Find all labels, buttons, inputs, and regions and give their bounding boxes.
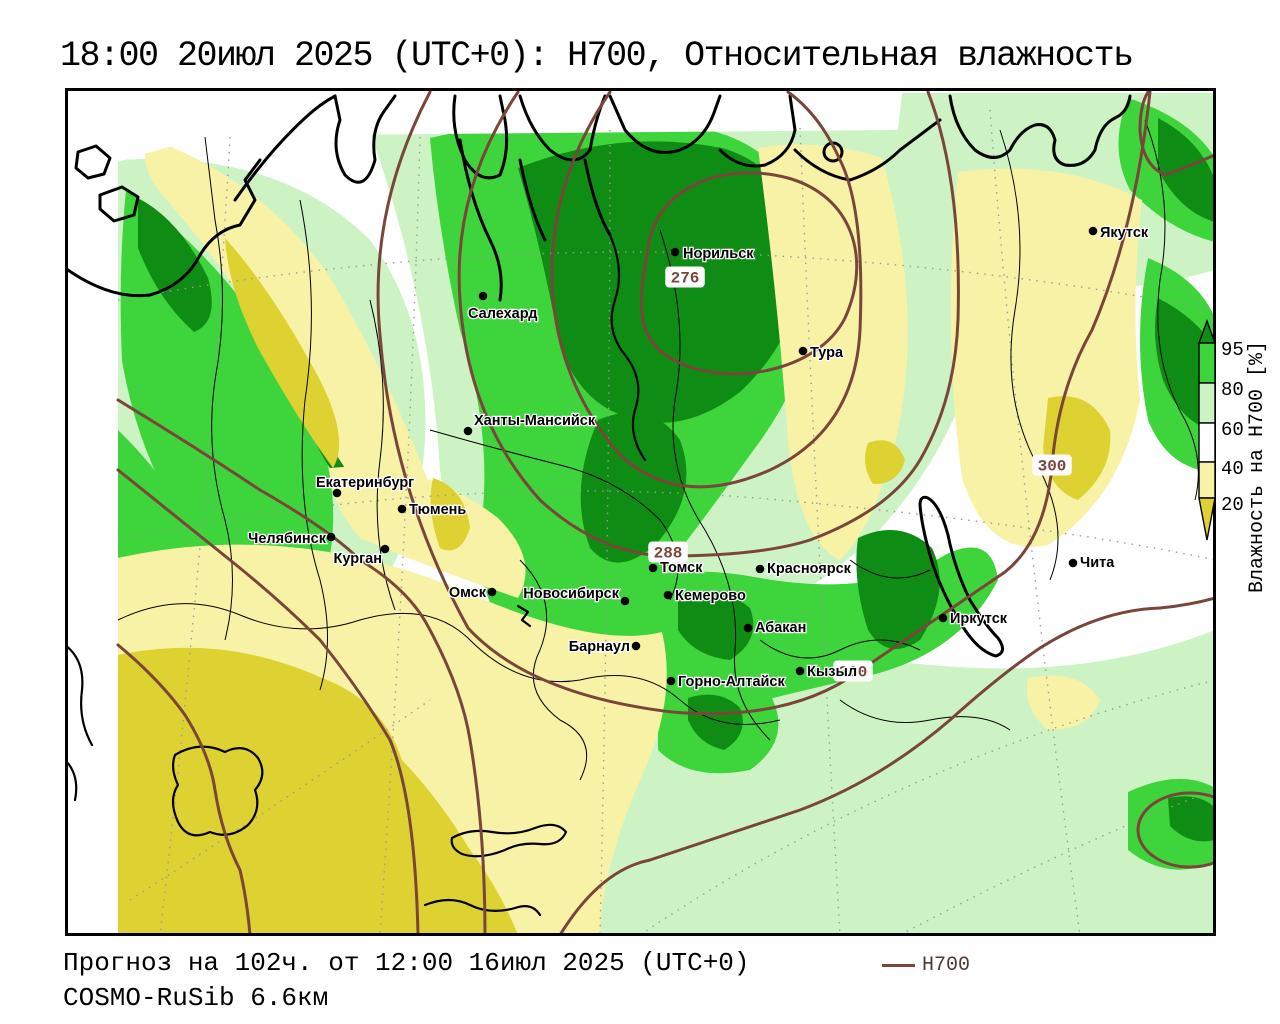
- colorbar-tick: 80: [1221, 379, 1244, 401]
- city-label: Салехард: [468, 306, 537, 322]
- forecast-info: Прогноз на 102ч. от 12:00 16июл 2025 (UT…: [63, 948, 750, 978]
- city-label: Омск: [449, 585, 487, 601]
- city-marker: [487, 587, 497, 597]
- city-marker: [397, 504, 407, 514]
- city-label: Кызыл: [807, 664, 857, 680]
- colorbar: 95 80 60 40 20 Влажность на H700 [%]: [1198, 318, 1269, 593]
- city-marker: [670, 247, 680, 257]
- city-marker: [795, 666, 805, 676]
- city-marker: [1068, 558, 1078, 568]
- contour-label-box: [1032, 454, 1072, 476]
- city-marker: [380, 544, 390, 554]
- city-label: Якутск: [1100, 225, 1149, 241]
- city-label: Ханты-Мансийск: [474, 413, 596, 429]
- city-marker: [798, 346, 808, 356]
- city-label: Челябинск: [248, 531, 327, 547]
- h700-legend-label: H700: [922, 954, 971, 977]
- city-label: Иркутск: [950, 611, 1008, 627]
- city-marker: [332, 488, 342, 498]
- colorbar-segment: [1198, 461, 1216, 499]
- cities-layer: Норильск Салехард Тура Якутск Ханты-Мансийск…: [247, 224, 1150, 692]
- city-marker: [663, 590, 673, 600]
- legend: H700: [882, 954, 970, 977]
- city-label: Красноярск: [767, 561, 852, 577]
- page-title: 18:00 20июл 2025 (UTC+0): H700, Относите…: [60, 36, 1134, 76]
- colorbar-ticks: 95 80 60 40 20: [1221, 339, 1244, 516]
- h700-legend-line: [882, 964, 915, 967]
- city-label: Томск: [660, 560, 703, 576]
- city-marker: [1088, 226, 1098, 236]
- contour-labels-layer: 276 288 300 300: [648, 266, 1072, 682]
- map-border: [65, 88, 1216, 936]
- city-label: Екатеринбург: [316, 475, 414, 491]
- humidity-field: [118, 93, 1214, 934]
- contour-label-box: [648, 541, 688, 563]
- graticule-layer: [117, 109, 1214, 934]
- city-label: Норильск: [683, 246, 754, 262]
- region-borders: [117, 119, 1199, 781]
- contour-label-box: [665, 266, 705, 288]
- colorbar-min-arrow: [1198, 497, 1216, 541]
- model-info: COSMO-RuSib 6.6км: [63, 983, 329, 1013]
- city-marker: [326, 532, 336, 542]
- city-marker: [631, 641, 641, 651]
- city-label: Кемерово: [675, 588, 746, 604]
- city-label: Абакан: [755, 620, 806, 636]
- city-label: Чита: [1080, 555, 1115, 571]
- contour-label: 300: [839, 664, 868, 682]
- city-marker: [478, 291, 488, 301]
- city-label: Барнаул: [569, 639, 630, 655]
- colorbar-title: Влажность на H700 [%]: [1246, 341, 1269, 593]
- contour-label: 288: [654, 545, 683, 563]
- coastlines: [66, 94, 1132, 917]
- city-label: Тюмень: [409, 502, 466, 518]
- city-label: Горно-Алтайск: [678, 674, 785, 690]
- city-marker: [938, 613, 948, 623]
- colorbar-segment: [1198, 382, 1216, 424]
- colorbar-segment: [1198, 342, 1216, 384]
- colorbar-segment: [1198, 422, 1216, 463]
- city-marker: [743, 623, 753, 633]
- city-marker: [666, 676, 676, 686]
- city-label: Новосибирск: [523, 586, 619, 602]
- colorbar-tick: 40: [1221, 458, 1244, 480]
- contour-label-box: [833, 660, 873, 682]
- city-marker: [755, 564, 765, 574]
- city-marker: [648, 563, 658, 573]
- colorbar-tick: 20: [1221, 494, 1244, 516]
- contour-label: 276: [671, 270, 700, 288]
- contour-label: 300: [1038, 458, 1067, 476]
- colorbar-tick: 60: [1221, 419, 1244, 441]
- city-marker: [463, 426, 473, 436]
- map-area: 276 288 300 300 Норильск Салехард Тура Якутск Х…: [66, 90, 1214, 934]
- colorbar-tick: 95: [1221, 339, 1244, 361]
- city-label: Курган: [334, 551, 382, 567]
- city-label: Тура: [810, 345, 844, 361]
- city-marker: [620, 596, 630, 606]
- contour-lines: [116, 90, 1214, 934]
